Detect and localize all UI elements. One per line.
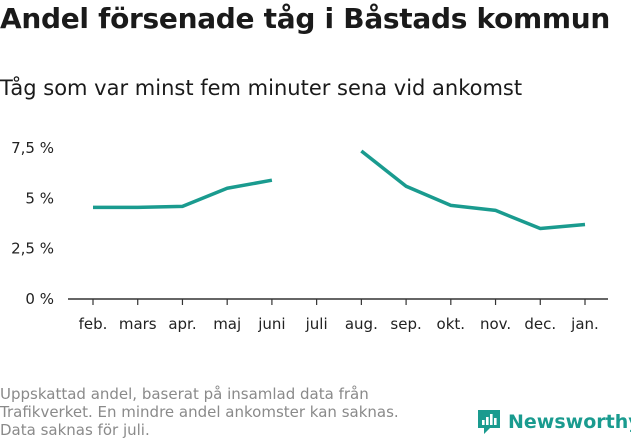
series-layer: [93, 149, 586, 231]
footnote: Uppskattad andel, baserat på insamlad da…: [0, 385, 399, 439]
series-line-segment: [360, 149, 586, 231]
x-tick-label: dec.: [524, 315, 556, 333]
x-tick-label: juni: [257, 315, 285, 333]
footnote-line: Data saknas för juli.: [0, 421, 150, 439]
x-tick-label: juli: [305, 315, 328, 333]
y-tick-label: 7,5 %: [11, 139, 54, 157]
x-tick-label: sep.: [390, 315, 421, 333]
y-axis: 0 % 2,5 % 5 % 7,5 %: [11, 139, 54, 308]
x-tick-label: jan.: [570, 315, 599, 333]
x-tick-label: nov.: [480, 315, 511, 333]
newsworthy-chart-icon: [478, 410, 500, 434]
x-axis: feb. mars apr. maj juni juli aug. sep. okt. nov. d…: [68, 298, 608, 333]
brand-name: Newsworthy: [508, 411, 631, 433]
x-tick-label: maj: [213, 315, 241, 333]
x-tick-label: feb.: [79, 315, 108, 333]
x-tick-label: aug.: [345, 315, 378, 333]
footnote-line: Trafikverket. En mindre andel ankomster …: [0, 403, 399, 421]
x-tick-label: mars: [119, 315, 157, 333]
y-tick-label: 2,5 %: [11, 240, 54, 258]
footnote-line: Uppskattad andel, baserat på insamlad da…: [0, 385, 369, 403]
brand-logo: Newsworthy: [476, 408, 631, 436]
x-tick-label: okt.: [437, 315, 466, 333]
chart-title: Andel försenade tåg i Båstads kommun: [0, 2, 611, 35]
chart-subtitle: Tåg som var minst fem minuter sena vid a…: [0, 76, 523, 100]
y-tick-label: 5 %: [25, 189, 54, 207]
x-tick-label: apr.: [168, 315, 196, 333]
line-chart: 0 % 2,5 % 5 % 7,5 % feb. mars apr. maj juni juli…: [11, 139, 608, 333]
series-line-segment: [93, 178, 273, 210]
y-tick-label: 0 %: [25, 290, 54, 308]
